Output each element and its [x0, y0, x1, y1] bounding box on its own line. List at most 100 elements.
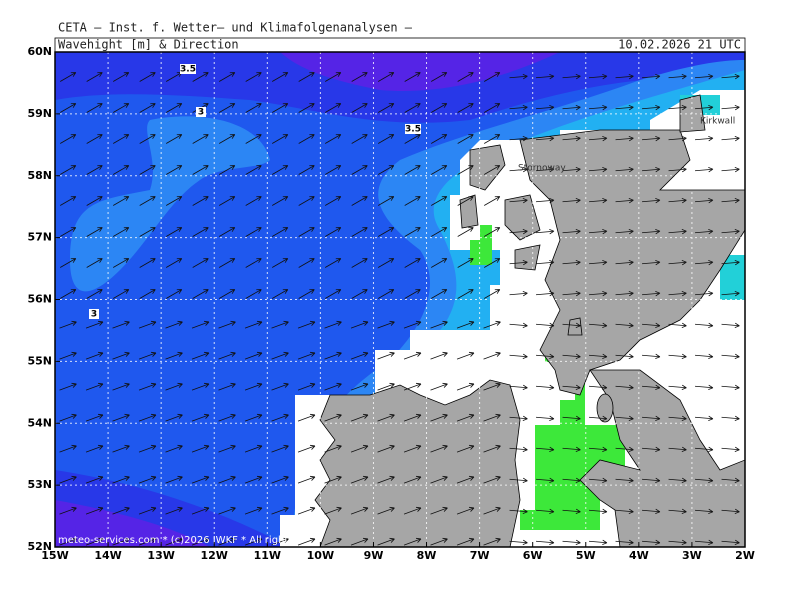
arrow	[641, 322, 661, 329]
arrow	[404, 258, 421, 268]
arrow	[562, 415, 581, 422]
header-title: CETA – Inst. f. Wetter– und Klimafolgena…	[58, 21, 413, 35]
arrow	[166, 196, 183, 206]
arrow	[484, 227, 501, 237]
arrow	[509, 104, 528, 111]
arrow	[272, 134, 289, 144]
arrow	[484, 134, 501, 144]
arrow	[218, 506, 236, 515]
arrow	[641, 73, 661, 80]
arrow	[298, 289, 315, 299]
arrow	[245, 72, 262, 82]
arrow	[192, 165, 209, 175]
arrow	[562, 166, 581, 173]
arrow	[668, 259, 687, 266]
arrow	[509, 73, 528, 80]
arrow	[271, 413, 289, 422]
arrow	[112, 444, 130, 453]
arrow	[483, 351, 501, 360]
arrow	[535, 322, 555, 329]
arrow	[615, 384, 634, 391]
arrow	[165, 475, 183, 484]
arrow	[191, 320, 210, 329]
arrow	[219, 165, 236, 175]
arrow	[535, 446, 555, 453]
arrow	[430, 506, 448, 515]
arrow	[272, 289, 289, 299]
arrow	[86, 72, 103, 82]
arrow	[59, 475, 77, 484]
arrow	[483, 382, 501, 391]
arrow	[721, 477, 740, 484]
arrow	[350, 320, 369, 329]
arrow	[272, 103, 289, 113]
arrow	[562, 228, 581, 235]
arrow	[378, 289, 395, 299]
arrow	[694, 539, 714, 546]
arrow	[166, 289, 183, 299]
arrow	[297, 382, 316, 391]
arrow	[113, 258, 130, 268]
arrow	[403, 351, 422, 360]
arrow	[403, 537, 422, 546]
arrow	[562, 508, 581, 515]
arrow	[641, 135, 661, 142]
arrow	[85, 382, 104, 391]
header-date: 10.02.2026 21 UTC	[618, 38, 741, 52]
lon-tick-label: 3W	[682, 549, 702, 562]
arrow	[325, 134, 342, 144]
arrow	[562, 322, 581, 329]
lon-tick-label: 8W	[417, 549, 437, 562]
arrow	[668, 322, 687, 329]
arrow	[615, 415, 634, 422]
arrow	[721, 104, 740, 111]
arrow	[694, 477, 714, 484]
arrow	[535, 228, 555, 235]
arrow	[86, 227, 103, 237]
arrow	[325, 103, 342, 113]
land	[314, 94, 745, 547]
ireland	[314, 379, 521, 547]
arrow	[350, 475, 369, 484]
arrow	[456, 382, 475, 391]
arrow	[298, 165, 315, 175]
arrow	[668, 228, 687, 235]
arrow	[166, 165, 183, 175]
arrow	[165, 351, 183, 360]
arrow	[325, 258, 342, 268]
arrow	[191, 382, 210, 391]
arrow	[457, 289, 474, 299]
arrow	[325, 227, 342, 237]
lon-tick-label: 6W	[523, 549, 543, 562]
arrow	[588, 477, 608, 484]
arrow	[535, 539, 555, 546]
arrow	[403, 444, 422, 453]
arrow	[378, 258, 395, 268]
arrow	[509, 259, 528, 266]
arrow	[272, 165, 289, 175]
arrow	[509, 446, 528, 453]
arrow	[297, 413, 316, 422]
arrow	[218, 351, 236, 360]
arrow	[721, 384, 740, 391]
arrow	[430, 320, 448, 329]
arrow	[85, 320, 104, 329]
arrow	[245, 258, 262, 268]
arrow	[694, 228, 714, 235]
arrow	[694, 135, 714, 142]
arrow	[668, 477, 687, 484]
arrow	[535, 384, 555, 391]
arrow	[112, 351, 130, 360]
arrow	[165, 506, 183, 515]
arrow	[377, 413, 395, 422]
arrow	[562, 135, 581, 142]
arrow	[113, 289, 130, 299]
arrow	[562, 477, 581, 484]
arrow	[535, 353, 555, 360]
islands	[459, 94, 706, 336]
arrow	[271, 382, 289, 391]
arrow	[377, 382, 395, 391]
arrow	[404, 165, 421, 175]
arrow	[351, 258, 368, 268]
arrow	[191, 537, 210, 546]
